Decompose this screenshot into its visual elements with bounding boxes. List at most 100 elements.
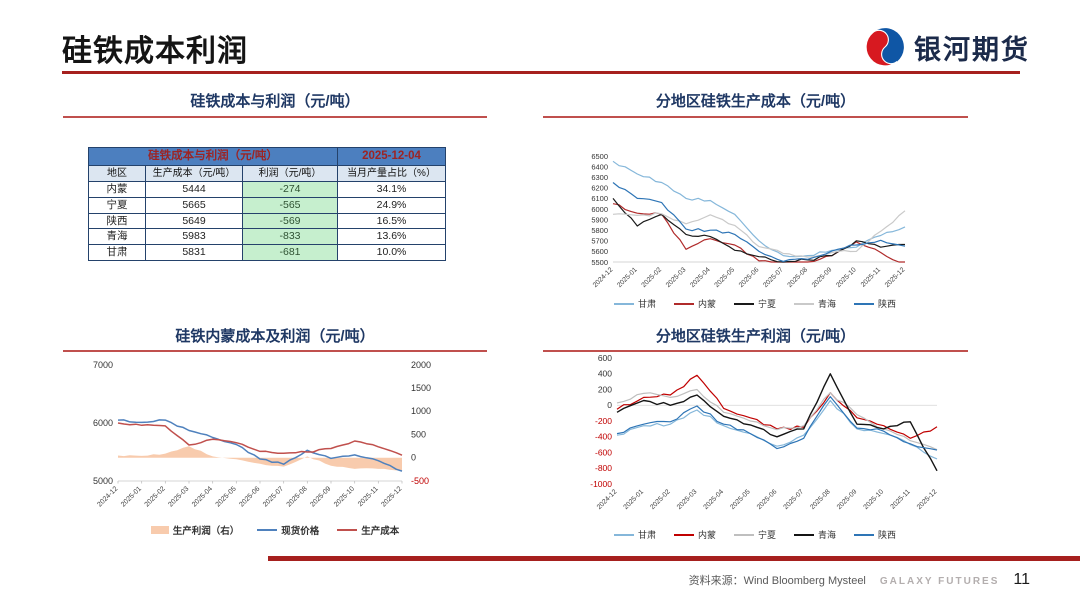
legend-swatch (673, 533, 694, 536)
panel-underline-br (543, 350, 968, 352)
legend-swatch (733, 302, 754, 305)
legend-item: 青海 (794, 528, 836, 541)
svg-text:2025-12: 2025-12 (380, 485, 403, 508)
footer: 资料来源：Wind Bloomberg Mysteel GALAXY FUTUR… (689, 571, 1030, 589)
panel-title-cost-chart: 分地区硅铁生产成本（元/吨） (655, 93, 856, 110)
panel-underline-bl (63, 350, 487, 352)
legend-swatch (613, 533, 634, 536)
table-row: 陕西 5649 -569 16.5% (88, 212, 447, 230)
region-cell: 宁夏 (88, 196, 146, 214)
legend-label: 陕西 (878, 530, 897, 540)
profit-cell: -569 (241, 212, 339, 230)
svg-text:2025-04: 2025-04 (702, 488, 725, 511)
svg-text:2025-04: 2025-04 (689, 266, 712, 289)
svg-text:5700: 5700 (591, 237, 608, 246)
svg-text:6100: 6100 (591, 194, 608, 203)
svg-text:2025-02: 2025-02 (144, 485, 167, 508)
svg-text:2024-12: 2024-12 (596, 488, 619, 511)
profit-cell: -681 (241, 244, 339, 261)
share-cell: 10.0% (337, 244, 447, 261)
legend-swatch (150, 526, 169, 534)
svg-text:400: 400 (598, 369, 612, 379)
svg-text:2025-11: 2025-11 (890, 488, 912, 510)
svg-text:5900: 5900 (591, 215, 608, 224)
region-cell: 内蒙 (88, 181, 146, 198)
col-header-cost: 生产成本（元/吨） (145, 165, 243, 182)
svg-text:2025-12: 2025-12 (884, 266, 907, 289)
legend-item: 甘肃 (613, 297, 656, 310)
svg-text:5000: 5000 (93, 476, 113, 486)
footer-accent-bar (268, 556, 1080, 561)
cost-cell: 5983 (145, 228, 243, 246)
cost-chart-legend: 甘肃 内蒙 宁夏 青海 陕西 (545, 297, 965, 310)
legend-swatch (673, 302, 694, 305)
panel-underline-tl (63, 116, 487, 118)
legend-label: 青海 (818, 299, 837, 309)
svg-text:2025-05: 2025-05 (729, 488, 752, 511)
svg-text:6000: 6000 (591, 205, 608, 214)
profit-cell: -565 (241, 196, 339, 214)
galaxy-futures-logo: 银河期货 (865, 27, 1030, 67)
legend-label: 甘肃 (637, 299, 656, 309)
svg-text:6000: 6000 (93, 418, 113, 428)
svg-text:2025-05: 2025-05 (215, 485, 238, 508)
table-row: 青海 5983 -833 13.6% (88, 228, 447, 246)
svg-text:600: 600 (598, 353, 612, 363)
svg-text:-400: -400 (595, 432, 612, 442)
svg-text:2025-01: 2025-01 (616, 266, 639, 289)
svg-text:2000: 2000 (411, 360, 431, 370)
col-header-share: 当月产量占比（%） (337, 165, 447, 182)
legend-swatch (733, 533, 754, 536)
legend-swatch (794, 533, 814, 536)
legend-swatch (854, 302, 875, 305)
footer-brand: GALAXY FUTURES (879, 576, 1000, 587)
legend-swatch (257, 529, 278, 531)
legend-item: 生产成本 (337, 523, 399, 537)
panel-title-inner-mongolia-chart: 硅铁内蒙成本及利润（元/吨） (175, 328, 375, 345)
svg-text:6500: 6500 (591, 152, 608, 161)
region-cell: 陕西 (88, 212, 146, 230)
table-row: 甘肃 5831 -681 10.0% (88, 244, 447, 261)
svg-text:2025-10: 2025-10 (862, 488, 885, 511)
table-title: 硅铁成本与利润（元/吨） (87, 147, 339, 166)
legend-label: 青海 (818, 530, 837, 540)
legend-item: 宁夏 (733, 528, 776, 541)
page-title: 硅铁成本利润 (62, 35, 248, 68)
svg-text:-1000: -1000 (590, 479, 612, 489)
cost-profit-table: 硅铁成本与利润（元/吨） 2025-12-04 地区 生产成本（元/吨） 利润（… (87, 147, 447, 261)
cost-cell: 5831 (145, 244, 243, 261)
legend-item: 甘肃 (613, 528, 656, 541)
svg-text:2025-07: 2025-07 (782, 488, 805, 511)
legend-item: 宁夏 (733, 297, 776, 310)
profit-cell: -833 (241, 228, 339, 246)
svg-text:5500: 5500 (591, 258, 608, 267)
legend-item: 内蒙 (673, 297, 716, 310)
svg-text:6300: 6300 (591, 173, 608, 182)
svg-text:2025-03: 2025-03 (167, 485, 190, 508)
table-row: 宁夏 5665 -565 24.9% (88, 196, 447, 214)
svg-text:0: 0 (411, 453, 416, 463)
svg-text:-600: -600 (595, 447, 612, 457)
svg-text:6400: 6400 (591, 162, 608, 171)
legend-label: 生产利润（右） (172, 526, 240, 537)
cost-cell: 5665 (145, 196, 243, 214)
inner-mongolia-chart-legend: 生产利润（右） 现货价格 生产成本 (63, 523, 487, 537)
share-cell: 16.5% (337, 212, 447, 230)
svg-text:2025-07: 2025-07 (262, 485, 285, 508)
legend-label: 现货价格 (281, 526, 320, 537)
svg-text:2025-01: 2025-01 (622, 488, 645, 511)
share-cell: 13.6% (337, 228, 447, 246)
svg-text:2025-08: 2025-08 (286, 485, 309, 508)
svg-text:6200: 6200 (591, 184, 608, 193)
svg-text:2025-10: 2025-10 (333, 485, 356, 508)
legend-swatch (854, 533, 875, 536)
galaxy-swirl-icon (865, 28, 904, 67)
svg-text:-500: -500 (411, 476, 429, 486)
cost-cell: 5649 (145, 212, 243, 230)
legend-item: 生产利润（右） (150, 523, 240, 537)
svg-text:2025-07: 2025-07 (762, 266, 785, 289)
svg-text:2025-06: 2025-06 (756, 488, 779, 511)
svg-text:1500: 1500 (411, 383, 431, 393)
